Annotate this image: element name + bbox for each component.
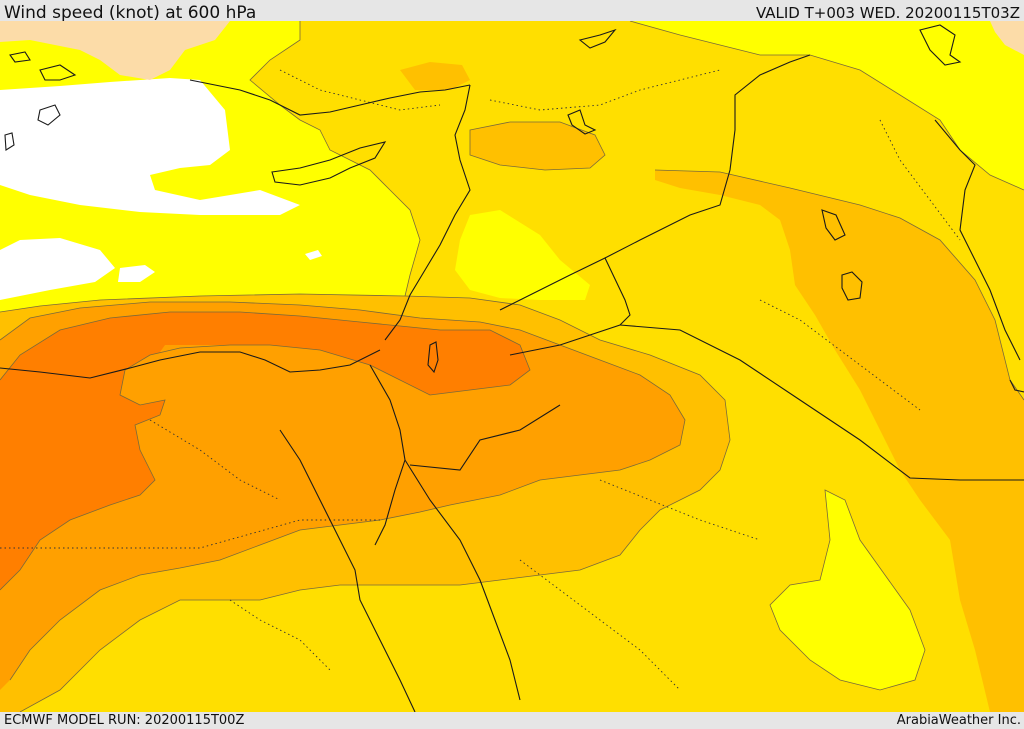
model-run-label: ECMWF MODEL RUN: 20200115T00Z <box>4 713 245 728</box>
land-northwest <box>0 21 230 80</box>
band-3-syria <box>470 122 605 170</box>
band-calm-small <box>118 265 155 282</box>
footer-bar: ECMWF MODEL RUN: 20200115T00Z ArabiaWeat… <box>0 712 1024 729</box>
credit-label: ArabiaWeather Inc. <box>896 713 1021 728</box>
header-bar: Wind speed (knot) at 600 hPa VALID T+003… <box>0 0 1024 23</box>
land-northeast <box>990 21 1024 55</box>
contour-lines <box>0 21 1024 712</box>
band-1-northeast <box>630 21 1024 190</box>
band-3-turkey <box>400 62 470 90</box>
band-calm-aegean <box>0 78 300 215</box>
coastlines <box>0 24 1024 712</box>
map-title: Wind speed (knot) at 600 hPa <box>4 3 257 23</box>
band-calm-west <box>0 238 115 300</box>
band-calm-tiny <box>305 250 322 260</box>
wind-speed-map[interactable] <box>0 21 1024 712</box>
band-4-main <box>0 302 685 690</box>
band-4-inset-2 <box>575 378 593 387</box>
band-1-southeast <box>770 490 925 690</box>
band-3-iraq <box>655 170 1024 712</box>
band-1-levant <box>455 210 590 300</box>
band-5-main <box>0 312 530 590</box>
valid-time-label: VALID T+003 WED. 20200115T03Z <box>755 4 1020 22</box>
map-canvas <box>0 21 1024 712</box>
admin-boundaries <box>0 69 961 691</box>
